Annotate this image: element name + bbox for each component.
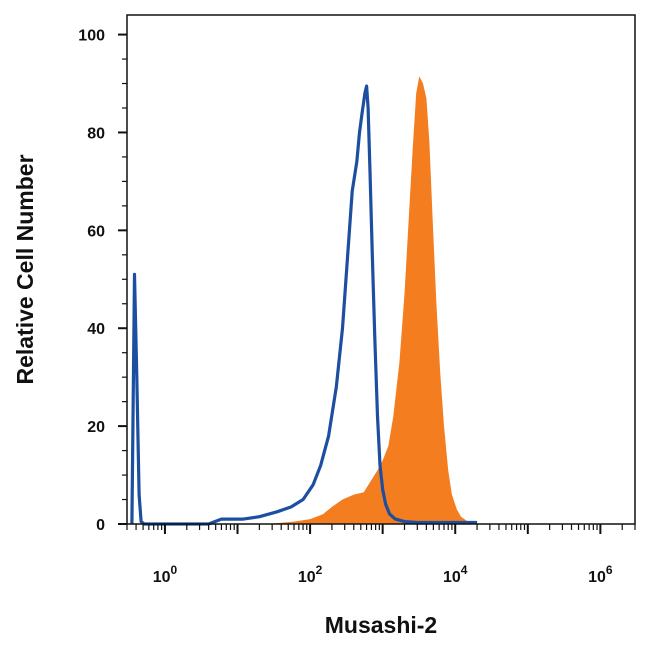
x-axis-label: Musashi-2: [325, 612, 437, 638]
x-tick-label: 106: [588, 563, 613, 586]
x-tick-label: 102: [298, 563, 323, 586]
series-1-histogram-line: [130, 84, 478, 526]
x-axis: 100 102 104 106: [126, 524, 636, 586]
plot-area: [130, 76, 478, 526]
plot-frame: [126, 14, 636, 525]
y-tick-label: 0: [96, 517, 105, 534]
y-tick-label: 20: [87, 419, 105, 436]
y-tick-label: 80: [87, 125, 105, 142]
x-tick-label: 104: [443, 563, 468, 586]
y-axis-label: Relative Cell Number: [12, 154, 38, 384]
series-0-filled-histogram: [266, 76, 478, 524]
y-tick-label: 40: [87, 321, 105, 338]
y-tick-label: 60: [87, 223, 105, 240]
y-axis: 0 20 40 60 80 100: [78, 28, 127, 534]
y-tick-label: 100: [78, 28, 105, 45]
x-tick-label: 100: [153, 563, 178, 586]
